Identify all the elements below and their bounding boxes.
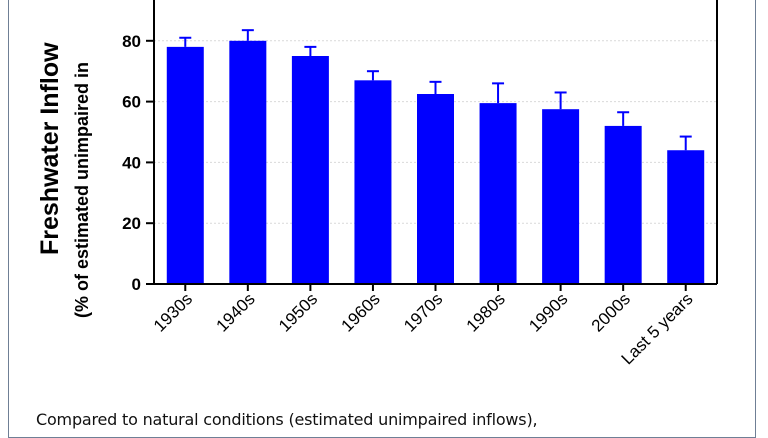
y-axis-title: Freshwater Inflow [36,42,64,255]
bar [291,56,329,284]
y-ticks: 0 20 40 60 80 [122,32,154,294]
y-tick-label: 0 [132,275,141,294]
caption-text: Compared to natural conditions (estimate… [36,410,538,429]
x-tick-label: 1970s [400,289,446,335]
x-tick-label: 1930s [150,289,196,335]
x-tick-label: 2000s [588,289,634,335]
y-axis-subtitle: (% of estimated unimpaired in [72,62,92,318]
bars [166,29,705,285]
bar [479,103,517,285]
x-tick-label: 1940s [212,289,258,335]
y-tick-label: 40 [122,153,141,172]
bar [166,46,204,284]
x-tick-label: 1950s [275,289,321,335]
bar [604,125,642,284]
x-tick-label: 1980s [463,289,509,335]
x-tick-label: 1990s [525,289,571,335]
bar [542,109,580,284]
y-tick-label: 20 [122,214,141,233]
bar [229,40,267,284]
bar [667,150,705,284]
y-tick-label: 60 [122,93,141,112]
x-tick-label: 1960s [338,289,384,335]
bar [417,94,454,284]
bar [354,80,392,284]
x-ticks: 1930s 1940s 1950s 1960s 1970s 1980s 1990s 2000s… [150,284,697,368]
y-tick-label: 80 [122,32,141,51]
